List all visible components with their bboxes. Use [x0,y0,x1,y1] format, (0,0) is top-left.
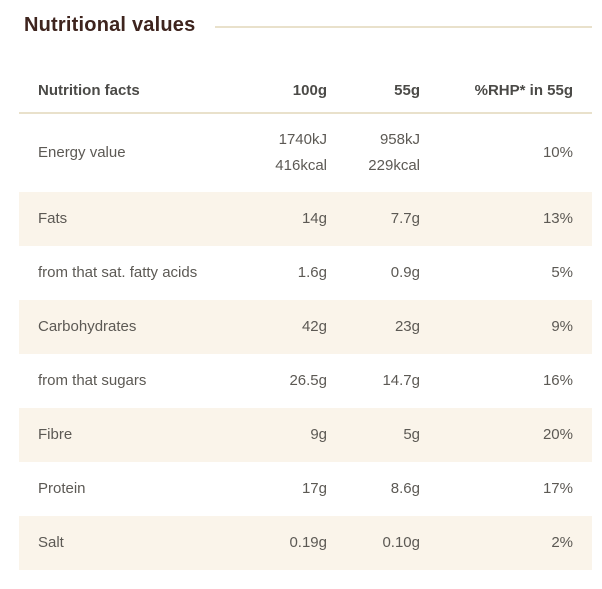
value-100g: 14g [301,210,327,227]
table-row-protein: Protein 17g 8.6g 17% [19,462,592,516]
page-title: Nutritional values [24,14,196,36]
header-nutrition-facts: Nutrition facts [38,81,140,99]
value-55g: 0.9g [390,264,420,281]
table-row-carbohydrates: Carbohydrates 42g 23g 9% [19,300,592,354]
table-row-energy: Energy value 1740kJ 416kcal 958kJ 229kca… [19,114,592,192]
value-100g: 17g [301,480,327,497]
value-rhp: 17% [542,480,573,497]
value-55g: 5g [403,426,420,443]
section-header: Nutritional values [19,14,592,37]
table-row-sat-fatty-acids: from that sat. fatty acids 1.6g 0.9g 5% [19,246,592,300]
value-100g: 1.6g [297,264,327,281]
table-body: Energy value 1740kJ 416kcal 958kJ 229kca… [19,114,592,570]
value-rhp: 20% [542,426,573,443]
value-rhp: 10% [542,144,573,161]
value-100g: 0.19g [289,534,327,551]
value-55g: 8.6g [390,480,420,497]
value-55g: 7.7g [390,210,420,227]
row-label: Fats [38,210,68,227]
value-100g: 1740kJ 416kcal [275,131,327,174]
table-row-fats: Fats 14g 7.7g 13% [19,192,592,246]
table-row-fibre: Fibre 9g 5g 20% [19,408,592,462]
value-55g: 23g [394,318,420,335]
title-divider-line [215,25,592,28]
header-100g: 100g [292,81,327,99]
row-label: from that sat. fatty acids [38,264,198,281]
value-55g: 0.10g [382,534,420,551]
table-row-sugars: from that sugars 26.5g 14.7g 16% [19,354,592,408]
row-label: Carbohydrates [38,318,137,335]
row-label: Fibre [38,426,73,443]
value-100g: 26.5g [289,372,327,389]
value-rhp: 16% [542,372,573,389]
value-rhp: 9% [551,318,573,335]
value-55g: 14.7g [382,372,420,389]
value-rhp: 2% [551,534,573,551]
value-100g: 42g [301,318,327,335]
row-label: Protein [38,480,86,497]
table-header-row: Nutrition facts 100g 55g %RHP* in 55g [19,68,592,114]
row-label: Salt [38,534,64,551]
value-rhp: 5% [551,264,573,281]
header-55g: 55g [394,81,420,99]
value-100g: 9g [310,426,327,443]
value-rhp: 13% [542,210,573,227]
table-row-salt: Salt 0.19g 0.10g 2% [19,516,592,570]
nutrition-table: Nutrition facts 100g 55g %RHP* in 55g En… [19,68,592,570]
header-rhp: %RHP* in 55g [474,81,573,99]
row-label: Energy value [38,144,126,161]
row-label: from that sugars [38,372,147,389]
value-55g: 958kJ 229kcal [368,131,420,174]
